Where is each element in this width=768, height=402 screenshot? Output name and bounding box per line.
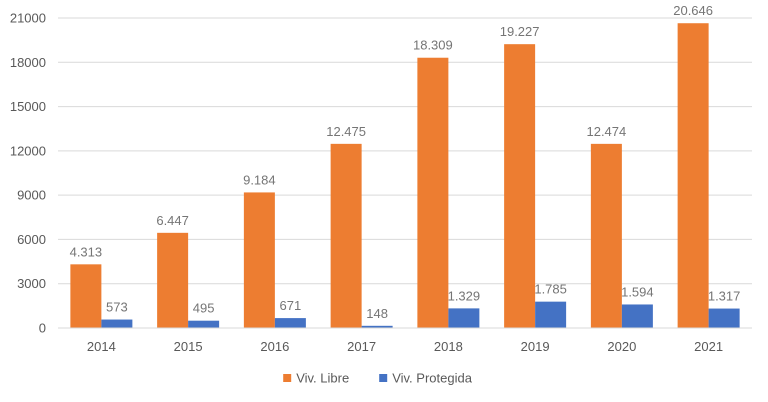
x-tick-label: 2020 [607,339,636,354]
legend-label: Viv. Libre [296,371,349,386]
legend-swatch [379,374,388,382]
bars [70,23,740,329]
data-label: 20.646 [673,3,713,18]
bar-viv-protegida [361,325,393,328]
bar-viv-libre [330,143,362,328]
data-labels: 4.313 573 6.447 495 9.184 671 12.475 148 18.309 1… [70,3,741,321]
data-label: 1.317 [708,289,741,304]
y-tick-label: 3000 [17,276,46,291]
y-tick-label: 6000 [17,232,46,247]
bar-viv-protegida [621,304,653,328]
x-tick-label: 2014 [87,339,116,354]
bar-viv-protegida [708,308,740,328]
bar-viv-protegida [101,319,133,328]
data-label: 671 [280,298,302,313]
y-tick-label: 18000 [10,55,46,70]
data-label: 12.475 [326,124,366,139]
bar-viv-libre [70,264,102,328]
x-tick-label: 2021 [694,339,723,354]
bar-viv-libre [590,143,622,328]
x-tick-label: 2016 [260,339,289,354]
y-axis-ticks: 0 3000 6000 9000 12000 15000 18000 21000 [10,11,46,336]
bar-viv-protegida [188,320,220,328]
data-label: 573 [106,300,128,315]
bar-viv-libre [504,44,536,329]
bar-viv-libre [157,232,189,328]
bar-viv-libre [677,23,709,329]
y-tick-label: 9000 [17,188,46,203]
bar-viv-protegida [448,308,480,328]
x-tick-label: 2015 [174,339,203,354]
bar-viv-libre [417,57,449,329]
y-tick-label: 15000 [10,99,46,114]
x-axis-ticks: 2014 2015 2016 2017 2018 2019 2020 2021 [87,339,723,354]
data-label: 19.227 [500,24,540,39]
legend-swatch [283,374,292,382]
bar-viv-protegida [535,301,567,328]
x-tick-label: 2019 [521,339,550,354]
y-tick-label: 0 [39,321,46,336]
data-label: 18.309 [413,38,453,53]
data-label: 12.474 [586,124,626,139]
y-tick-label: 21000 [10,11,46,26]
y-tick-label: 12000 [10,143,46,158]
data-label: 1.785 [534,282,567,297]
x-tick-label: 2018 [434,339,463,354]
data-label: 6.447 [156,213,189,228]
bar-viv-protegida [274,318,306,328]
bar-viv-libre [243,192,275,328]
data-label: 1.594 [621,284,654,299]
data-label: 4.313 [70,244,103,259]
legend-label: Viv. Protegida [392,371,473,386]
data-label: 1.329 [448,288,481,303]
data-label: 148 [366,306,388,321]
data-label: 9.184 [243,172,276,187]
legend: Viv. Libre Viv. Protegida [283,371,473,386]
data-label: 495 [193,301,215,316]
x-tick-label: 2017 [347,339,376,354]
